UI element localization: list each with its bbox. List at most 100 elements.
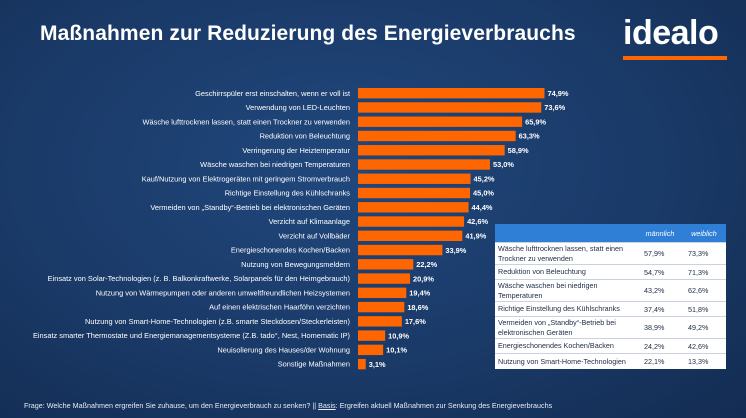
female-value: 62,6% [682, 279, 726, 302]
table-row: Richtige Einstellung des Kühlschranks 37,… [495, 301, 726, 317]
male-value: 38,9% [638, 316, 682, 339]
category-label: Nutzung von Smart-Home-Technologien (z.B… [85, 317, 350, 326]
row-label: Energieschonendes Kochen/Backen [495, 338, 638, 354]
row-label: Wäsche lufttrocknen lassen, statt einen … [495, 242, 638, 265]
value-label: 74,9% [548, 89, 569, 98]
value-label: 45,2% [474, 174, 495, 183]
table-row: Wäsche lufttrocknen lassen, statt einen … [495, 242, 726, 265]
value-label: 63,3% [519, 132, 540, 141]
bar [358, 88, 545, 99]
bar [358, 202, 469, 213]
footer-basis-text: : Ergreifen aktuell Maßnahmen zur Senkun… [335, 401, 553, 410]
category-label: Einsatz smarter Thermostate und Energiem… [33, 331, 350, 340]
bar [358, 187, 471, 199]
bar [358, 145, 505, 156]
category-label: Verzicht auf Vollbäder [279, 231, 351, 240]
category-label: Nutzung von Bewegungsmeldern [241, 260, 350, 269]
category-label: Verringerung der Heiztemperatur [242, 146, 350, 155]
table-row: Wäsche waschen bei niedrigen Temperature… [495, 279, 726, 302]
table-header-label [495, 224, 638, 243]
bar [358, 330, 386, 341]
category-label: Geschirrspüler erst einschalten, wenn er… [195, 89, 350, 98]
bar [358, 316, 402, 327]
bar [358, 287, 407, 299]
bar [358, 216, 465, 227]
female-value: 49,2% [682, 316, 726, 339]
idealo-logo: idealo [623, 14, 719, 52]
category-label: Einsatz von Solar-Technologien (z. B. Ba… [48, 274, 350, 283]
value-label: 73,6% [544, 103, 565, 112]
value-label: 3,1% [369, 360, 386, 369]
bar [358, 244, 443, 256]
table-row: Vermeiden von „Standby“-Betrieb bei elek… [495, 316, 726, 339]
value-label: 22,2% [416, 260, 437, 269]
category-label: Kauf/Nutzung von Elektrogeräten mit geri… [142, 174, 350, 183]
male-value: 57,9% [638, 242, 682, 265]
row-label: Richtige Einstellung des Kühlschranks [495, 301, 638, 317]
value-label: 65,9% [525, 117, 546, 126]
value-label: 33,9% [445, 246, 466, 255]
bar [358, 116, 523, 127]
row-label: Nutzung von Smart-Home-Technologien [495, 353, 638, 369]
value-label: 44,4% [472, 203, 493, 212]
bar [358, 344, 384, 356]
bar [358, 102, 542, 113]
female-value: 13,3% [682, 353, 726, 369]
male-value: 37,4% [638, 301, 682, 317]
female-value: 73,3% [682, 242, 726, 265]
value-label: 19,4% [409, 289, 430, 298]
male-value: 43,2% [638, 279, 682, 302]
category-label: Nutzung von Wärmepumpen oder anderen umw… [96, 288, 350, 297]
table-header-female: weiblich [682, 224, 726, 243]
footer-basis-label: Basis [318, 401, 336, 410]
male-value: 24,2% [638, 338, 682, 354]
footer-note: Frage: Welche Maßnahmen ergreifen Sie zu… [24, 401, 552, 410]
value-label: 53,0% [493, 160, 514, 169]
male-value: 22,1% [638, 353, 682, 369]
gender-comparison-table: männlich weiblich Wäsche lufttrocknen la… [495, 224, 726, 369]
bar [358, 159, 490, 170]
table-row: Nutzung von Smart-Home-Technologien 22,1%… [495, 353, 726, 369]
male-value: 54,7% [638, 264, 682, 280]
bar [358, 273, 411, 284]
category-label: Reduktion von Beleuchtung [260, 132, 350, 141]
footer-question: Frage: Welche Maßnahmen ergreifen Sie zu… [24, 401, 319, 410]
category-label: Verwendung von LED-Leuchten [246, 103, 350, 112]
category-label: Vermeiden von „Standby“-Betrieb bei elek… [150, 203, 350, 212]
page-title: Maßnahmen zur Reduzierung des Energiever… [40, 22, 576, 45]
bar [358, 173, 471, 184]
value-label: 18,6% [407, 303, 428, 312]
category-label: Auf einen elektrischen Haarföhn verzicht… [209, 303, 350, 312]
bar [358, 358, 366, 370]
row-label: Reduktion von Beleuchtung [495, 264, 638, 280]
female-value: 42,6% [682, 338, 726, 354]
category-label: Neuisolierung des Hauses/der Wohnung [217, 345, 350, 354]
table-header-row: männlich weiblich [495, 224, 726, 243]
row-label: Vermeiden von „Standby“-Betrieb bei elek… [495, 316, 638, 339]
female-value: 71,3% [682, 264, 726, 280]
value-label: 42,6% [467, 217, 488, 226]
category-label: Wäsche lufttrocknen lassen, statt einen … [143, 117, 350, 126]
value-label: 41,9% [465, 232, 486, 241]
table-row: Reduktion von Beleuchtung 54,7% 71,3% [495, 264, 726, 280]
category-label: Energieschonendes Kochen/Backen [231, 246, 350, 255]
table-header-male: männlich [638, 224, 682, 243]
value-label: 58,9% [508, 146, 529, 155]
bar [358, 301, 405, 313]
category-label: Sonstige Maßnahmen [278, 360, 350, 369]
female-value: 51,8% [682, 301, 726, 317]
table-row: Energieschonendes Kochen/Backen 24,2% 42,6… [495, 338, 726, 354]
category-label: Richtige Einstellung des Kühlschranks [225, 189, 351, 198]
value-label: 10,1% [386, 346, 407, 355]
bar [358, 130, 516, 142]
bar [358, 259, 414, 270]
logo-underline [623, 56, 727, 60]
value-label: 45,0% [473, 189, 494, 198]
category-label: Verzicht auf Klimaanlage [269, 217, 350, 226]
row-label: Wäsche waschen bei niedrigen Temperature… [495, 279, 638, 302]
value-label: 10,9% [388, 331, 409, 340]
bar [358, 230, 463, 241]
value-label: 20,9% [413, 274, 434, 283]
value-label: 17,6% [405, 317, 426, 326]
